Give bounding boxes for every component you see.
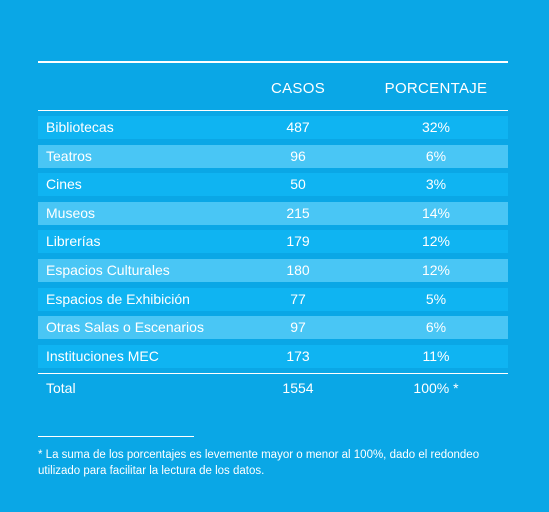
total-rule	[38, 373, 508, 374]
row-porcentaje-value: 6%	[425, 147, 447, 164]
row-label: Museos	[46, 204, 96, 221]
row-casos-value: 173	[286, 347, 310, 364]
row-label: Otras Salas o Escenarios	[46, 319, 204, 336]
row-label: Librerías	[46, 233, 101, 250]
header-rule	[38, 110, 508, 111]
table-row: Instituciones MEC 173 11%	[38, 344, 508, 368]
footnote: * La suma de los porcentajes es levement…	[38, 449, 480, 477]
row-casos-value: 97	[290, 319, 306, 336]
row-casos-value: 180	[286, 261, 310, 278]
row-casos-value: 50	[290, 176, 306, 193]
row-porcentaje-value: 5%	[425, 290, 447, 307]
table-row: Espacios Culturales 180 12%	[38, 258, 508, 282]
row-porcentaje-value: 6%	[425, 319, 447, 336]
total-label: Total	[46, 380, 76, 396]
row-label: Instituciones MEC	[46, 347, 159, 364]
total-row: Total 1554 100% *	[38, 378, 508, 398]
row-label: Cines	[46, 176, 82, 193]
row-porcentaje-value: 12%	[421, 261, 451, 278]
row-casos-value: 77	[290, 290, 306, 307]
total-casos-value: 1554	[282, 380, 314, 396]
porcentaje-header-label: PORCENTAJE	[384, 80, 488, 97]
row-label: Espacios Culturales	[46, 261, 170, 278]
table-row: Otras Salas o Escenarios 97 6%	[38, 316, 508, 340]
row-porcentaje-value: 14%	[421, 204, 451, 221]
table-header: CASOS PORCENTAJE	[38, 80, 508, 100]
row-casos-value: 487	[286, 119, 310, 135]
table-row: Librerías 179 12%	[38, 230, 508, 254]
table-row: Espacios de Exhibición 77 5%	[38, 287, 508, 311]
table-row: Bibliotecas 487 32%	[38, 116, 508, 139]
table-body: Bibliotecas 487 32% Teatros 96 6% Cines …	[38, 116, 508, 373]
row-porcentaje-value: 12%	[421, 233, 451, 250]
table-top-rule	[38, 61, 508, 63]
row-porcentaje-value: 11%	[422, 347, 450, 364]
row-porcentaje-value: 3%	[425, 176, 447, 193]
row-casos-value: 96	[290, 147, 306, 164]
row-label: Teatros	[46, 147, 92, 164]
footnote-rule	[38, 436, 194, 437]
table-row: Cines 50 3%	[38, 173, 508, 197]
row-casos-value: 179	[286, 233, 310, 250]
total-porcentaje-value: 100% *	[413, 380, 459, 396]
row-label: Espacios de Exhibición	[46, 290, 190, 307]
table-row: Museos 215 14%	[38, 201, 508, 225]
row-casos-value: 215	[286, 204, 310, 221]
table-row: Teatros 96 6%	[38, 144, 508, 168]
row-label: Bibliotecas	[46, 119, 114, 135]
casos-header-label: CASOS	[270, 80, 326, 97]
row-porcentaje-value: 32%	[421, 119, 451, 135]
